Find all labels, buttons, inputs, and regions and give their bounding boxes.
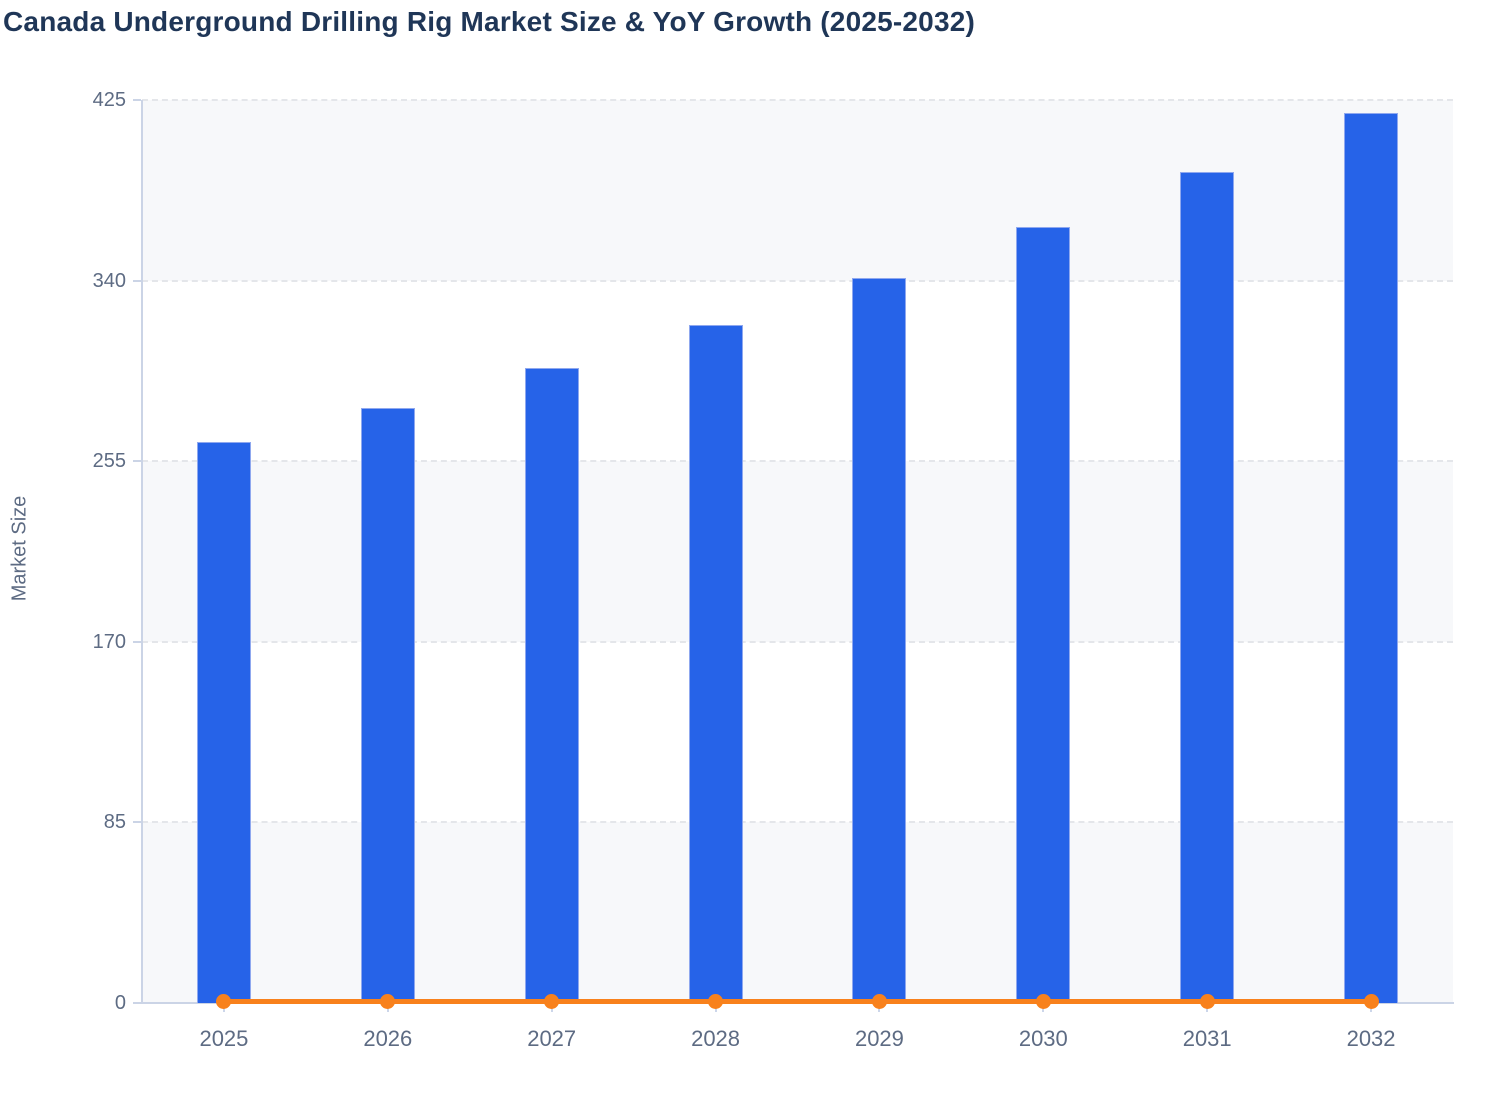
gridline-425: [142, 99, 1453, 101]
y-axis-line: [141, 100, 143, 1003]
gridline-340: [142, 279, 1453, 282]
x-tick-label-2028: 2028: [691, 1026, 741, 1051]
bar-2028[interactable]: [688, 325, 743, 1003]
x-tick-label-2025: 2025: [199, 1026, 249, 1051]
y-tick-mark-425: [133, 99, 141, 101]
y-tick-mark-85: [133, 821, 141, 824]
y-axis-title: Market Size: [8, 495, 31, 602]
bar-2027[interactable]: [524, 367, 579, 1003]
bar-2025[interactable]: [196, 442, 251, 1003]
bar-2026[interactable]: [360, 408, 415, 1003]
x-tick-label-2026: 2026: [363, 1026, 413, 1051]
x-tick-label-2030: 2030: [1018, 1026, 1068, 1051]
yoy-point-2031[interactable]: [1199, 994, 1215, 1009]
yoy-point-2025[interactable]: [216, 994, 232, 1009]
y-tick-label-0: 0: [114, 992, 126, 1014]
yoy-point-2030[interactable]: [1035, 994, 1051, 1009]
x-tick-label-2027: 2027: [527, 1026, 577, 1051]
y-tick-label-340: 340: [92, 269, 126, 292]
plot-band-170-255: [142, 461, 1453, 642]
x-tick-label-2031: 2031: [1182, 1026, 1232, 1051]
bar-2030[interactable]: [1016, 227, 1071, 1003]
gridline-85: [142, 821, 1453, 824]
yoy-point-2029[interactable]: [871, 994, 887, 1009]
gridline-255: [142, 460, 1453, 463]
y-tick-mark-0: [133, 1002, 141, 1004]
y-tick-mark-170: [133, 640, 141, 643]
plot-band-340-425: [142, 100, 1453, 281]
yoy-point-2032[interactable]: [1363, 994, 1379, 1009]
yoy-point-2026[interactable]: [380, 994, 396, 1009]
plot-band-0-85: [142, 822, 1453, 1003]
yoy-growth-line[interactable]: [223, 999, 1372, 1004]
y-tick-label-85: 85: [103, 811, 126, 834]
yoy-point-2028[interactable]: [708, 994, 724, 1009]
y-tick-label-425: 425: [92, 89, 126, 111]
y-tick-label-255: 255: [92, 450, 126, 473]
bar-2029[interactable]: [852, 278, 907, 1003]
y-tick-mark-340: [133, 279, 141, 282]
y-tick-mark-255: [133, 460, 141, 463]
bar-2031[interactable]: [1180, 172, 1235, 1003]
bar-2032[interactable]: [1344, 112, 1399, 1003]
x-tick-label-2029: 2029: [854, 1026, 904, 1051]
plot-area: [142, 99, 1453, 1003]
gridline-170: [142, 640, 1453, 643]
yoy-point-2027[interactable]: [544, 994, 560, 1009]
x-tick-label-2032: 2032: [1346, 1026, 1396, 1051]
y-tick-label-170: 170: [92, 630, 126, 653]
chart-title: Canada Underground Drilling Rig Market S…: [3, 6, 976, 37]
